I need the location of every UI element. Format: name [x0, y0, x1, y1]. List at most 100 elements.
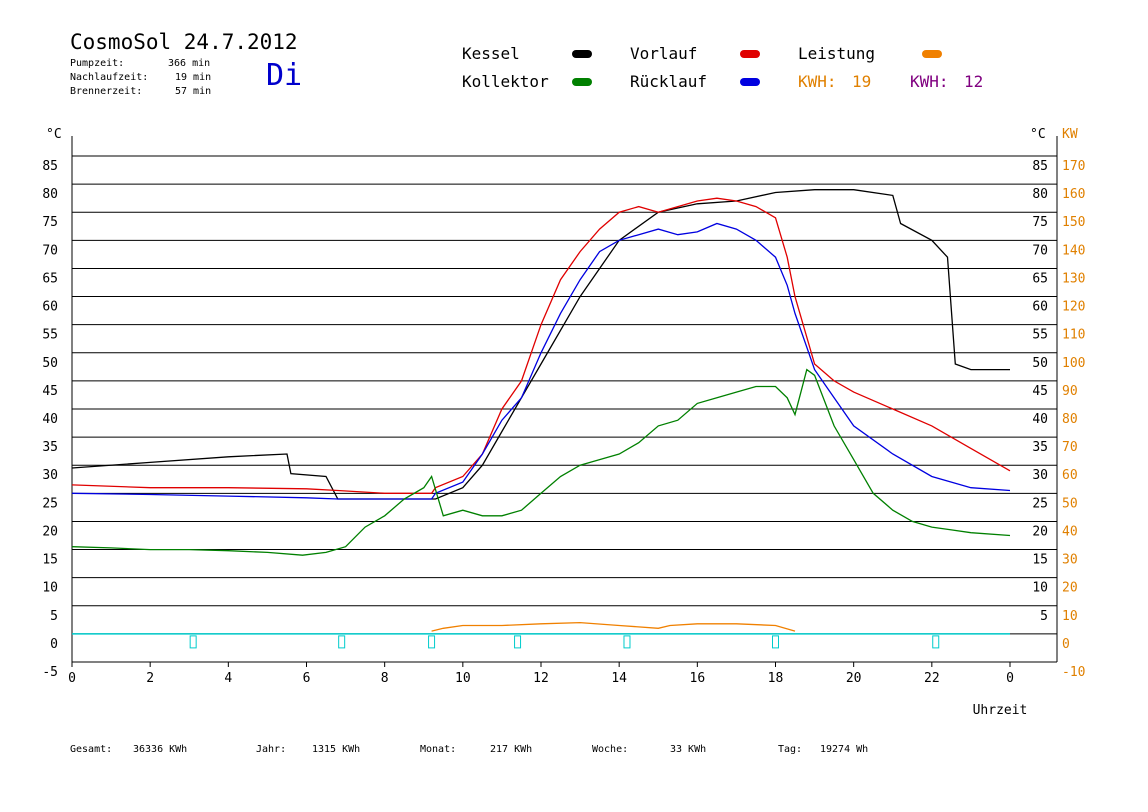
legend-kollektor: Kollektor — [462, 72, 549, 91]
y-tick-right-kw: 50 — [1062, 496, 1078, 511]
x-tick-label: 0 — [1006, 671, 1014, 686]
chart-title: CosmoSol 24.7.2012 — [70, 30, 298, 54]
legend-kwh1-label: KWH: — [798, 72, 837, 91]
x-tick-label: 2 — [146, 671, 154, 686]
footer-woche-label: Woche: — [592, 744, 629, 755]
y-tick-left: 15 — [42, 553, 58, 568]
y-tick-right-c: 15 — [1032, 553, 1048, 568]
x-tick-label: 22 — [924, 671, 940, 686]
stat-value-2: 19 min — [175, 72, 212, 83]
series-line-leistung — [431, 621, 796, 632]
y-tick-right-c: 25 — [1032, 496, 1048, 511]
y-tick-left: 0 — [50, 637, 58, 652]
stat-value-1: 366 min — [168, 58, 211, 69]
legend-leistung-swatch — [922, 50, 942, 58]
footer-jahr-value: 1315 KWh — [312, 744, 361, 755]
legend-kessel: Kessel — [462, 44, 520, 63]
y-tick-right-kw: 170 — [1062, 159, 1085, 174]
legend-ruecklauf: Rücklauf — [630, 72, 708, 91]
baseline-marker — [338, 635, 346, 649]
y-tick-left: 40 — [42, 412, 58, 427]
stat-label-2: Nachlaufzeit: — [70, 72, 149, 83]
legend-kwh1-value: 19 — [852, 72, 872, 91]
y-tick-right-c: 30 — [1032, 468, 1048, 483]
footer-jahr-label: Jahr: — [256, 744, 287, 755]
y-tick-left: 30 — [42, 468, 58, 483]
y-tick-left: 45 — [42, 384, 58, 399]
legend-kwh2-value: 12 — [964, 72, 984, 91]
y-tick-right-kw: 70 — [1062, 440, 1078, 455]
y-tick-right-kw: 140 — [1062, 243, 1085, 258]
y-tick-right-c: 45 — [1032, 384, 1048, 399]
y-tick-right-c: 70 — [1032, 243, 1048, 258]
x-tick-label: 16 — [690, 671, 706, 686]
x-tick-label: 6 — [303, 671, 311, 686]
x-tick-label: 14 — [611, 671, 627, 686]
baseline-marker — [623, 635, 631, 649]
baseline-marker — [772, 635, 779, 649]
x-tick-label: 8 — [381, 671, 389, 686]
y-tick-right-kw: 90 — [1062, 384, 1078, 399]
baseline-marker — [428, 635, 436, 649]
y-tick-left: 75 — [42, 215, 58, 230]
y-tick-right-kw: 100 — [1062, 356, 1085, 371]
stat-value-3: 57 min — [175, 86, 212, 97]
y-tick-right-c: 35 — [1032, 440, 1048, 455]
y-tick-right-kw: 40 — [1062, 524, 1078, 539]
y-tick-left: 20 — [42, 524, 58, 539]
legend-vorlauf: Vorlauf — [630, 44, 698, 63]
legend-kessel-swatch — [572, 50, 592, 58]
y-tick-right-c: 50 — [1032, 356, 1048, 371]
baseline-marker — [514, 635, 522, 649]
x-tick-label: 10 — [455, 671, 471, 686]
legend-kollektor-swatch — [572, 78, 592, 86]
x-tick-label: 12 — [533, 671, 549, 686]
x-tick-label: 20 — [846, 671, 862, 686]
footer-gesamt-label: Gesamt: — [70, 744, 113, 755]
series-line-kollektor — [71, 368, 1011, 556]
footer-monat-value: 217 KWh — [490, 744, 533, 755]
y-tick-left: 60 — [42, 300, 58, 315]
y-tick-right-c: 60 — [1032, 300, 1048, 315]
y-tick-left: 65 — [42, 271, 58, 286]
weekday-label: Di — [266, 58, 303, 93]
y-tick-right-kw: 30 — [1062, 553, 1078, 568]
series-line-kessel — [71, 189, 1010, 500]
y-tick-right-c: 40 — [1032, 412, 1048, 427]
y-tick-right-kw: -10 — [1062, 665, 1085, 680]
y-tick-right-kw: 110 — [1062, 328, 1085, 343]
y-tick-left: 85 — [42, 159, 58, 174]
y-tick-right-kw: 10 — [1062, 609, 1078, 624]
legend-leistung: Leistung — [798, 44, 876, 63]
x-axis-label: Uhrzeit — [973, 703, 1028, 718]
footer-tag-value: 19274 Wh — [820, 744, 869, 755]
series-line-rücklauf — [71, 222, 1011, 500]
y-tick-left: 70 — [42, 243, 58, 258]
y-tick-left: -5 — [42, 665, 58, 680]
stat-label-1: Pumpzeit: — [70, 58, 125, 69]
y-tick-right-kw: 0 — [1062, 637, 1070, 652]
x-tick-label: 18 — [768, 671, 784, 686]
x-tick-label: 0 — [68, 671, 76, 686]
y-tick-left: 55 — [42, 328, 58, 343]
y-tick-right-c: 75 — [1032, 215, 1048, 230]
y-unit-right-kw: KW — [1062, 127, 1078, 142]
footer-tag-label: Tag: — [778, 744, 803, 755]
series-line-vorlauf — [71, 197, 1011, 494]
y-tick-right-kw: 160 — [1062, 187, 1085, 202]
y-tick-right-c: 85 — [1032, 159, 1048, 174]
y-tick-right-c: 80 — [1032, 187, 1048, 202]
footer-woche-value: 33 KWh — [670, 744, 707, 755]
y-tick-right-kw: 120 — [1062, 300, 1085, 315]
y-tick-left: 80 — [42, 187, 58, 202]
y-tick-right-c: 10 — [1032, 581, 1048, 596]
footer-monat-label: Monat: — [420, 744, 457, 755]
x-tick-label: 4 — [224, 671, 232, 686]
legend-vorlauf-swatch — [740, 50, 760, 58]
y-tick-right-c: 20 — [1032, 524, 1048, 539]
y-tick-left: 35 — [42, 440, 58, 455]
y-tick-right-kw: 130 — [1062, 271, 1085, 286]
legend-kwh2-label: KWH: — [910, 72, 949, 91]
baseline-marker — [189, 635, 197, 649]
